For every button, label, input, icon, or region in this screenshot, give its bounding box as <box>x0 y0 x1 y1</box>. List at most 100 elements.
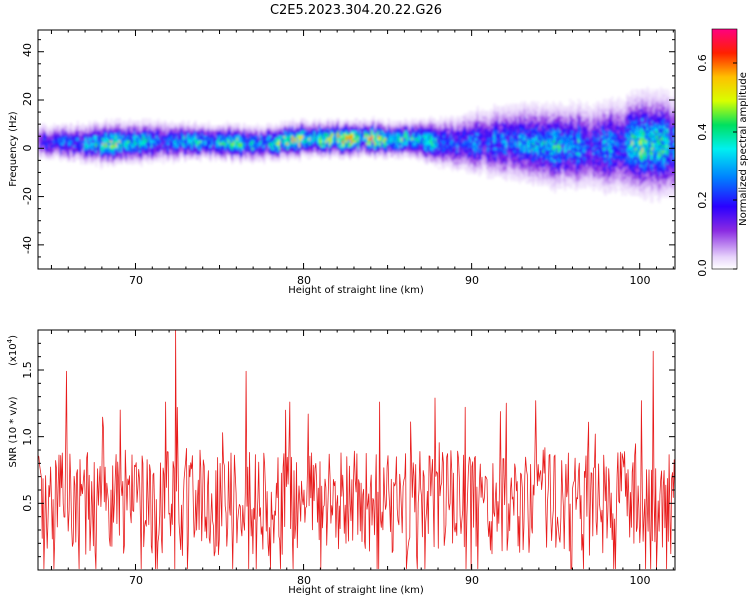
heatmap-cell <box>214 125 217 129</box>
heatmap-cell <box>350 139 353 143</box>
heatmap-cell <box>311 132 315 136</box>
heatmap-cell <box>281 127 284 131</box>
heatmap-cell <box>268 139 271 143</box>
heatmap-cell <box>61 137 64 141</box>
heatmap-cell <box>486 163 490 167</box>
heatmap-cell <box>404 154 407 158</box>
heatmap-cell <box>81 137 84 141</box>
heatmap-cell <box>436 125 439 129</box>
heatmap-cell <box>369 151 372 155</box>
heatmap-cell <box>510 154 513 158</box>
heatmap-cell <box>111 154 115 158</box>
heatmap-cell <box>474 154 478 158</box>
heatmap-cell <box>254 132 258 136</box>
heatmap-cell <box>478 149 481 153</box>
heatmap-cell <box>59 125 63 129</box>
heatmap-cell <box>390 125 394 129</box>
heatmap-cell <box>288 156 291 160</box>
heatmap-cell <box>498 139 501 143</box>
heatmap-cell <box>352 130 355 134</box>
heatmap-cell <box>367 130 370 134</box>
heatmap-cell <box>221 156 224 160</box>
heatmap-cell <box>130 137 133 141</box>
heatmap-cell <box>362 118 365 122</box>
heatmap-cell <box>313 135 316 139</box>
heatmap-cell <box>501 110 505 114</box>
heatmap-cell <box>387 142 390 146</box>
heatmap-cell <box>41 142 44 146</box>
heatmap-cell <box>300 130 303 134</box>
heatmap-cell <box>436 159 439 163</box>
heatmap-cell <box>466 156 469 160</box>
heatmap-cell <box>483 115 486 119</box>
heatmap-cell <box>58 149 61 153</box>
heatmap-cell <box>345 142 348 146</box>
heatmap-cell <box>165 135 169 139</box>
heatmap-cell <box>515 149 518 153</box>
heatmap-cell <box>332 149 335 153</box>
heatmap-cell <box>448 156 451 160</box>
heatmap-cell <box>90 144 93 148</box>
heatmap-cell <box>506 142 510 146</box>
heatmap-cell <box>206 156 209 160</box>
heatmap-cell <box>106 135 110 139</box>
heatmap-cell <box>476 151 479 155</box>
heatmap-cell <box>402 135 405 139</box>
heatmap-cell <box>155 142 158 146</box>
heatmap-cell <box>478 115 481 119</box>
heatmap-cell <box>474 159 478 163</box>
heatmap-cell <box>153 147 157 151</box>
heatmap-cell <box>145 151 148 155</box>
heatmap-cell <box>234 132 237 136</box>
heatmap-cell <box>429 127 432 131</box>
heatmap-cell <box>392 151 395 155</box>
heatmap-cell <box>285 144 288 148</box>
heatmap-cell <box>426 132 429 136</box>
heatmap-cell <box>286 149 290 153</box>
heatmap-cell <box>426 137 429 141</box>
heatmap-cell <box>495 171 498 175</box>
heatmap-cell <box>214 142 217 146</box>
heatmap-cell <box>501 106 505 110</box>
heatmap-cell <box>506 120 510 124</box>
heatmap-cell <box>159 142 162 146</box>
heatmap-cell <box>140 163 143 167</box>
heatmap-cell <box>453 130 456 134</box>
heatmap-cell <box>471 139 474 143</box>
heatmap-cell <box>511 122 515 126</box>
heatmap-cell <box>101 139 105 143</box>
heatmap-cell <box>175 127 179 131</box>
heatmap-cell <box>513 125 516 129</box>
heatmap-cell <box>422 118 426 122</box>
heatmap-cell <box>86 149 90 153</box>
heatmap-cell <box>464 149 468 153</box>
heatmap-cell <box>315 120 318 124</box>
heatmap-cell <box>101 125 105 129</box>
heatmap-cell <box>313 130 316 134</box>
heatmap-cell <box>313 137 316 141</box>
heatmap-cell <box>434 127 437 131</box>
heatmap-cell <box>520 125 523 129</box>
heatmap-cell <box>221 135 224 139</box>
heatmap-cell <box>303 137 306 141</box>
heatmap-cell <box>506 144 510 148</box>
heatmap-cell <box>251 132 254 136</box>
heatmap-cell <box>132 159 135 163</box>
heatmap-cell <box>232 137 236 141</box>
heatmap-cell <box>44 151 47 155</box>
heatmap-cell <box>520 176 523 180</box>
heatmap-cell <box>345 149 348 153</box>
heatmap-cell <box>254 125 258 129</box>
heatmap-cell <box>315 147 318 151</box>
heatmap-cell <box>491 110 495 114</box>
heatmap-cell <box>278 132 281 136</box>
heatmap-cell <box>517 120 520 124</box>
heatmap-cell <box>271 156 274 160</box>
heatmap-cell <box>311 120 315 124</box>
heatmap-cell <box>236 156 239 160</box>
heatmap-cell <box>520 137 523 141</box>
heatmap-cell <box>59 130 63 134</box>
heatmap-cell <box>251 144 254 148</box>
heatmap-cell <box>310 132 313 136</box>
heatmap-cell <box>474 118 478 122</box>
